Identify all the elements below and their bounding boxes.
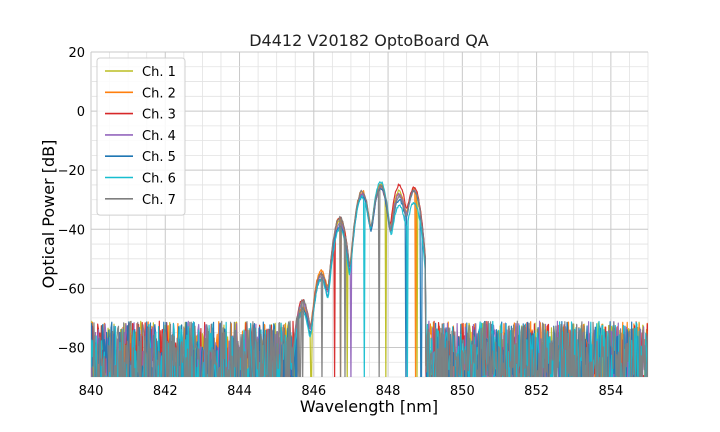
x-tick-label: 842 [153,384,178,399]
x-tick-label: 846 [301,384,326,399]
x-tick-label: 840 [79,384,104,399]
y-tick-label: 0 [77,105,85,120]
x-tick-label: 854 [598,384,623,399]
legend-label: Ch. 5 [142,150,176,165]
legend-label: Ch. 6 [142,172,176,187]
y-tick-label: −60 [58,282,85,297]
legend-label: Ch. 1 [142,65,176,80]
legend-box [96,57,186,216]
y-tick-label: −40 [58,223,85,238]
legend-label: Ch. 2 [142,86,176,101]
y-axis-title: Optical Power [dB] [39,140,58,289]
x-tick-label: 844 [227,384,252,399]
y-tick-label: −20 [58,164,85,179]
x-tick-label: 848 [376,384,401,399]
x-axis-title: Wavelength [nm] [300,397,438,416]
x-tick-label: 850 [450,384,475,399]
legend-label: Ch. 3 [142,108,176,123]
y-tick-label: −80 [58,341,85,356]
series-line-ch-7 [91,183,648,377]
chart-title: D4412 V20182 OptoBoard QA [249,31,489,50]
legend-label: Ch. 7 [142,193,176,208]
series-lines [91,181,648,377]
y-tick-label: 20 [68,46,85,61]
legend: Ch. 1 Ch. 2 Ch. 3 Ch. 4 Ch. 5 Ch. 6 Ch. 7 [96,57,186,216]
legend-label: Ch. 4 [142,129,176,144]
x-tick-label: 852 [524,384,549,399]
